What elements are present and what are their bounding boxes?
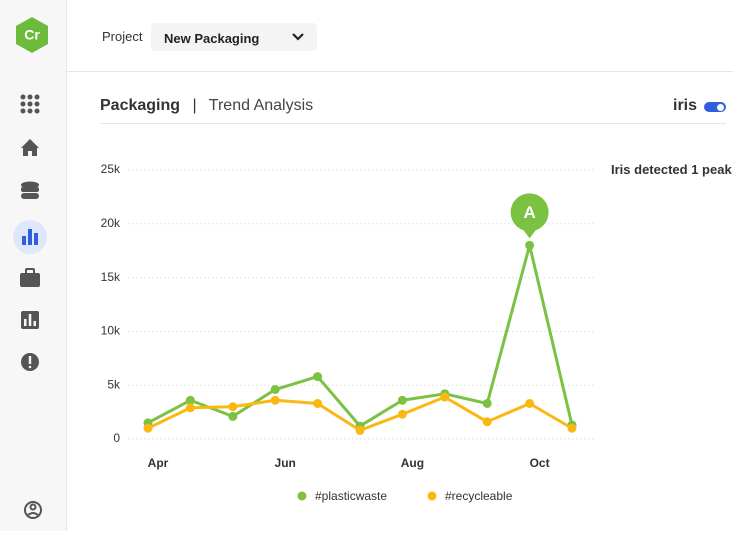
x-tick-label: Jun (275, 456, 296, 470)
toggle[interactable] (704, 102, 726, 112)
data-point (355, 425, 365, 435)
legend-label: #plasticwaste (315, 489, 387, 503)
y-tick-label: 5k (107, 377, 121, 391)
annotation-label: A (523, 203, 535, 222)
insight: Iris detected 1 peak (611, 162, 732, 177)
home-icon[interactable] (21, 139, 39, 156)
data-point (397, 395, 407, 405)
toggle-label: iris (673, 97, 698, 114)
data-point (355, 421, 365, 431)
data-point (567, 420, 577, 430)
logo[interactable] (16, 17, 48, 53)
data-point (143, 418, 153, 428)
dropdown-arrow (292, 33, 304, 41)
data-point (228, 411, 238, 421)
annotation-pin (520, 226, 539, 239)
section-title: Packaging | Trend Analysis (100, 97, 313, 115)
data-point (440, 392, 450, 402)
data-point (270, 395, 280, 405)
y-tick-label: 0 (113, 431, 120, 445)
data-point (185, 403, 195, 413)
data-point (228, 402, 238, 412)
title-sub: Trend Analysis (208, 97, 314, 114)
legend-swatch (297, 491, 307, 501)
briefcase-icon[interactable] (20, 268, 40, 287)
sidebar: Cr (0, 0, 67, 531)
logo-text: Cr (24, 27, 40, 43)
y-tick-label: 10k (101, 324, 121, 338)
alert-icon[interactable] (21, 353, 39, 371)
data-point (567, 423, 577, 433)
sidebar-icons: Cr (13, 17, 48, 519)
project-select[interactable]: New Packaging (151, 23, 317, 51)
data-point (185, 395, 195, 405)
annotation-bubble (510, 193, 549, 232)
title-divider (100, 123, 726, 124)
x-tick-label: Aug (401, 456, 424, 470)
project-label: Project (102, 29, 143, 44)
data-point (313, 372, 323, 382)
database-icon[interactable] (21, 181, 39, 200)
x-tick-label: Apr (148, 456, 169, 470)
title-main: Packaging (100, 97, 181, 114)
series-line (147, 243, 574, 428)
data-point (143, 423, 153, 433)
y-tick-label: 15k (101, 270, 121, 284)
report-icon[interactable] (21, 311, 39, 329)
data-point (270, 385, 280, 395)
toggle-knob (717, 103, 724, 111)
data-point (525, 240, 535, 250)
data-point (397, 409, 407, 419)
data-point (525, 398, 535, 408)
apps-icon[interactable] (20, 94, 40, 114)
x-tick-label: Oct (530, 456, 550, 470)
chart-icon[interactable] (22, 229, 38, 245)
data-point (482, 417, 492, 427)
series-line (147, 395, 573, 432)
data-point (313, 398, 323, 408)
project-value: New Packaging (164, 31, 260, 46)
data-point (440, 389, 450, 399)
legend-label: #recycleable (445, 489, 513, 503)
title-separator: | (192, 97, 197, 114)
profile-icon[interactable] (24, 501, 42, 519)
y-tick-label: 25k (101, 162, 121, 176)
y-tick-label: 20k (101, 216, 121, 230)
legend-swatch (427, 491, 437, 501)
header-divider (66, 71, 733, 72)
data-point (482, 398, 492, 408)
